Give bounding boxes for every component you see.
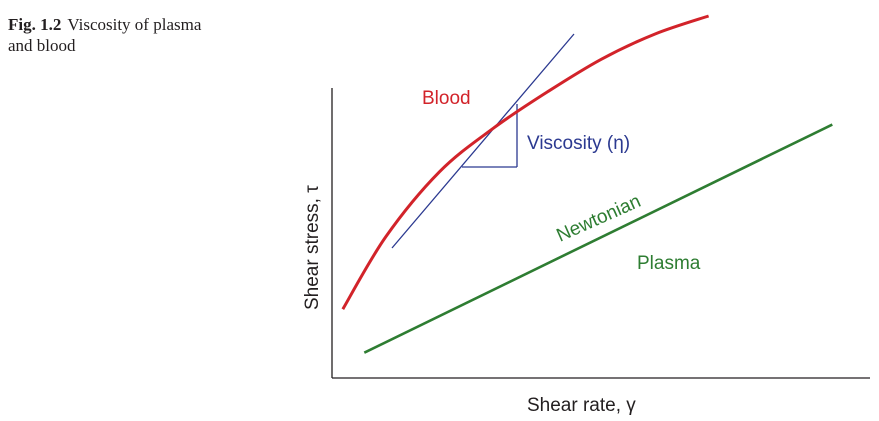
figure-caption-text: Viscosity of plasma and blood: [8, 15, 202, 55]
series-line-plasma: [363, 123, 833, 354]
blood-label: Blood: [422, 88, 471, 109]
viscosity-label: Viscosity (η): [527, 133, 630, 154]
series-line-blood: [341, 14, 710, 310]
figure-caption: Fig. 1.2 Viscosity of plasma and blood: [8, 14, 218, 56]
viscosity-tangent-line: [391, 33, 575, 249]
y-axis-title: Shear stress, τ: [302, 185, 323, 310]
plasma-label: Plasma: [637, 253, 701, 274]
x-axis-title: Shear rate, γ: [527, 395, 636, 416]
figure-label: Fig. 1.2: [8, 15, 62, 34]
